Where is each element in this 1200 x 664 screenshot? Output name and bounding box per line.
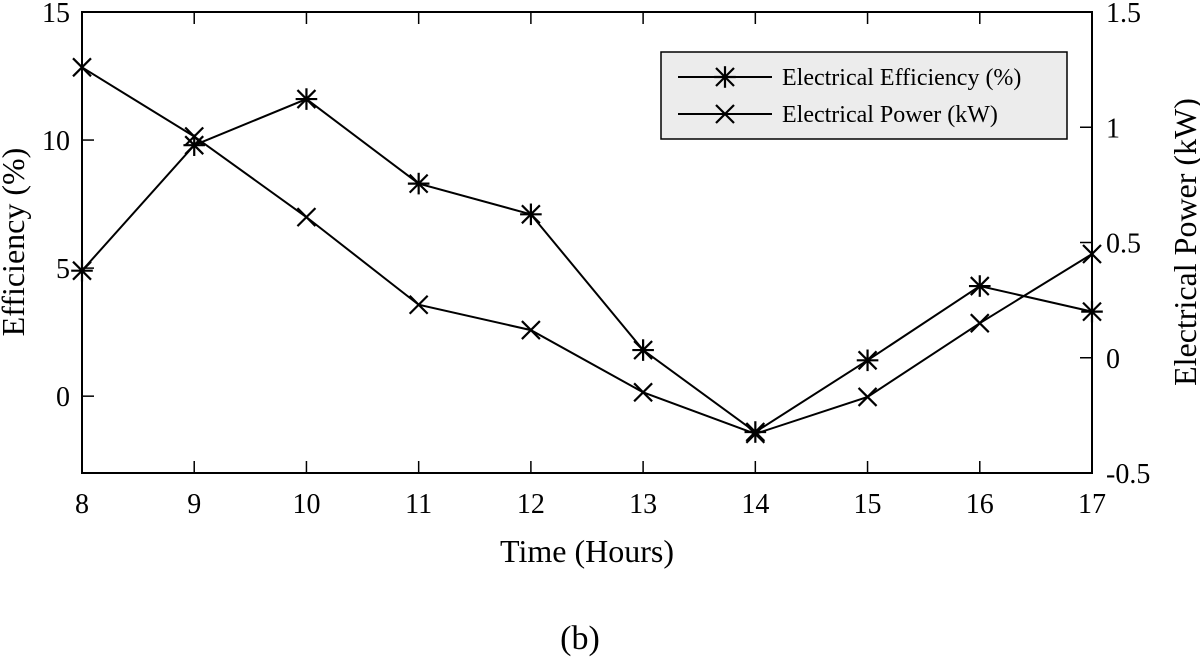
series-line-2 <box>81 66 1093 435</box>
figure-caption: (b) <box>560 620 600 657</box>
x-tick-label: 15 <box>854 489 882 520</box>
data-point-asterisk-marker <box>520 203 542 226</box>
legend-marker <box>714 66 736 88</box>
x-tick-label: 14 <box>741 489 769 520</box>
y2-tick-label: 0 <box>1106 344 1120 375</box>
y-tick-label: 15 <box>42 0 70 29</box>
x-tick-label: 11 <box>405 489 432 520</box>
legend-label: Electrical Power (kW) <box>782 102 998 128</box>
series-markers <box>71 57 1103 444</box>
data-point-asterisk-marker <box>407 172 430 195</box>
x-tick-label: 9 <box>187 489 201 520</box>
plot-frame <box>81 11 1093 474</box>
y2-tick-label: 0.5 <box>1106 229 1141 260</box>
x-tick-label: 8 <box>75 489 89 520</box>
y-tick-label: 0 <box>56 382 70 413</box>
data-point-x-marker <box>633 382 653 403</box>
data-point-x-marker <box>857 387 878 407</box>
data-point-asterisk-marker <box>632 339 654 361</box>
data-point-x-marker <box>745 424 766 444</box>
data-point-x-marker <box>969 313 990 333</box>
tick-labels: 8 9 10 11 12 13 14 15 16 17 0 5 10 15 -0.5 0 0.5 1 1.5 <box>42 0 1150 520</box>
y-axis-label: Efficiency (%) <box>0 148 31 337</box>
legend: Electrical Efficiency (%) Electrical Powe… <box>660 51 1068 140</box>
legend-label: Electrical Efficiency (%) <box>782 65 1021 91</box>
y-tick-label: 10 <box>42 126 70 157</box>
x-tick-label: 10 <box>292 489 320 520</box>
data-point-x-marker <box>521 320 541 340</box>
y2-tick-label: -0.5 <box>1106 459 1150 490</box>
data-point-asterisk-marker <box>744 421 767 443</box>
data-point-asterisk-marker <box>295 88 318 110</box>
y2-axis-label: Electrical Power (kW) <box>1167 98 1200 386</box>
data-point-x-marker <box>296 207 317 227</box>
y-tick-label: 5 <box>56 254 70 285</box>
x-tick-label: 12 <box>517 489 545 520</box>
data-point-x-marker <box>408 294 429 315</box>
y2-tick-label: 1.5 <box>1106 0 1141 29</box>
legend-box <box>660 51 1068 140</box>
legend-marker <box>715 104 735 124</box>
series-line-1 <box>81 97 1093 434</box>
y2-tick-label: 1 <box>1106 113 1120 144</box>
data-point-asterisk-marker <box>968 275 991 297</box>
data-point-x-marker <box>184 126 205 147</box>
x-tick-label: 17 <box>1078 489 1106 520</box>
series-lines <box>81 66 1093 435</box>
x-tick-label: 13 <box>629 489 657 520</box>
data-point-asterisk-marker <box>856 349 879 372</box>
x-tick-label: 16 <box>966 489 994 520</box>
x-axis-label: Time (Hours) <box>500 533 674 569</box>
